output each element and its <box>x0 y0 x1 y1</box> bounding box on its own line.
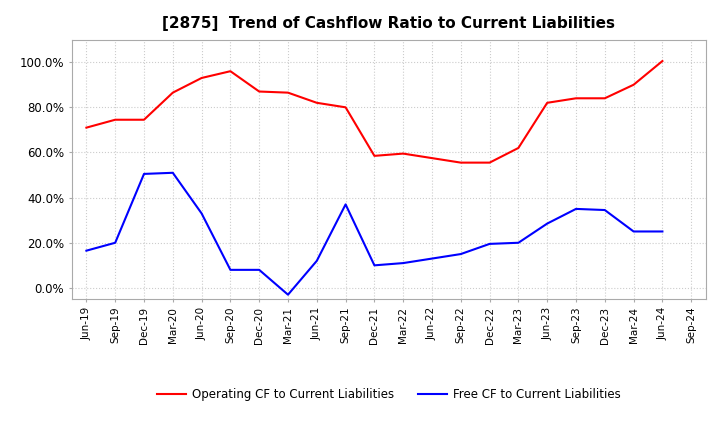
Free CF to Current Liabilities <box>543 221 552 226</box>
Free CF to Current Liabilities <box>485 241 494 246</box>
Free CF to Current Liabilities <box>629 229 638 234</box>
Free CF to Current Liabilities <box>456 251 465 257</box>
Operating CF to Current Liabilities <box>629 82 638 88</box>
Legend: Operating CF to Current Liabilities, Free CF to Current Liabilities: Operating CF to Current Liabilities, Fre… <box>152 383 626 405</box>
Operating CF to Current Liabilities <box>600 95 609 101</box>
Free CF to Current Liabilities <box>658 229 667 234</box>
Operating CF to Current Liabilities <box>341 105 350 110</box>
Operating CF to Current Liabilities <box>399 151 408 156</box>
Free CF to Current Liabilities <box>312 258 321 264</box>
Free CF to Current Liabilities <box>572 206 580 212</box>
Operating CF to Current Liabilities <box>255 89 264 94</box>
Operating CF to Current Liabilities <box>168 90 177 95</box>
Operating CF to Current Liabilities <box>456 160 465 165</box>
Operating CF to Current Liabilities <box>658 59 667 64</box>
Line: Operating CF to Current Liabilities: Operating CF to Current Liabilities <box>86 61 662 163</box>
Free CF to Current Liabilities <box>600 207 609 213</box>
Operating CF to Current Liabilities <box>82 125 91 130</box>
Free CF to Current Liabilities <box>226 267 235 272</box>
Line: Free CF to Current Liabilities: Free CF to Current Liabilities <box>86 173 662 295</box>
Operating CF to Current Liabilities <box>370 153 379 158</box>
Operating CF to Current Liabilities <box>111 117 120 122</box>
Operating CF to Current Liabilities <box>226 69 235 74</box>
Free CF to Current Liabilities <box>255 267 264 272</box>
Operating CF to Current Liabilities <box>572 95 580 101</box>
Operating CF to Current Liabilities <box>197 75 206 81</box>
Title: [2875]  Trend of Cashflow Ratio to Current Liabilities: [2875] Trend of Cashflow Ratio to Curren… <box>162 16 616 32</box>
Free CF to Current Liabilities <box>140 171 148 176</box>
Free CF to Current Liabilities <box>168 170 177 176</box>
Operating CF to Current Liabilities <box>485 160 494 165</box>
Free CF to Current Liabilities <box>111 240 120 246</box>
Operating CF to Current Liabilities <box>428 155 436 161</box>
Free CF to Current Liabilities <box>428 256 436 261</box>
Free CF to Current Liabilities <box>82 248 91 253</box>
Free CF to Current Liabilities <box>399 260 408 266</box>
Free CF to Current Liabilities <box>370 263 379 268</box>
Free CF to Current Liabilities <box>197 211 206 216</box>
Operating CF to Current Liabilities <box>312 100 321 106</box>
Operating CF to Current Liabilities <box>514 145 523 150</box>
Operating CF to Current Liabilities <box>140 117 148 122</box>
Free CF to Current Liabilities <box>341 202 350 207</box>
Operating CF to Current Liabilities <box>284 90 292 95</box>
Free CF to Current Liabilities <box>514 240 523 246</box>
Operating CF to Current Liabilities <box>543 100 552 106</box>
Free CF to Current Liabilities <box>284 292 292 297</box>
